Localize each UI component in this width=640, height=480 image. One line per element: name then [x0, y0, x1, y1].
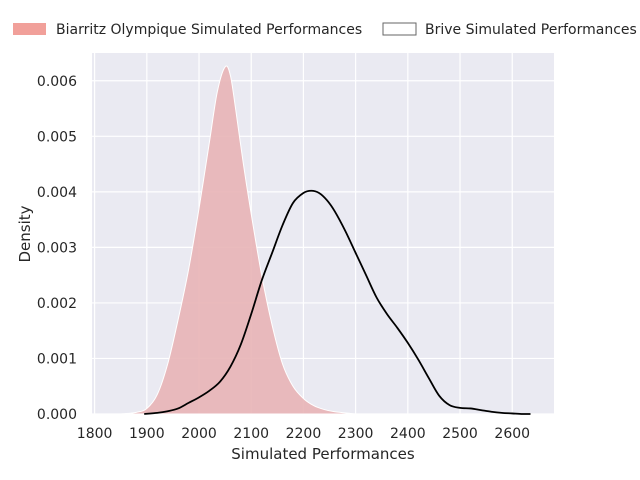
y-tick-label: 0.006: [37, 74, 77, 90]
legend-label-series-1: Biarritz Olympique Simulated Performance…: [56, 22, 362, 38]
series-layer: [120, 65, 531, 415]
x-axis-label: Simulated Performances: [231, 445, 415, 463]
y-tick-label: 0.003: [37, 240, 77, 256]
y-tick-label: 0.002: [37, 296, 77, 312]
y-tick-label: 0.005: [37, 129, 77, 145]
x-tick-label: 2100: [233, 426, 269, 442]
y-tick-label: 0.004: [37, 185, 77, 201]
y-tick-label: 0.001: [37, 351, 77, 367]
legend-swatch-series-2: [382, 22, 417, 36]
legend-swatch-series-1: [13, 23, 46, 35]
series-area-1: [120, 65, 356, 415]
plot-background: [92, 53, 554, 414]
tick-labels: 1800 1900 2000 2100 2200 2300 2400 2500 2600 0.00…: [37, 74, 530, 442]
x-tick-label: 1800: [77, 426, 113, 442]
x-tick-label: 2000: [181, 426, 217, 442]
x-tick-label: 1900: [129, 426, 165, 442]
legend: Biarritz Olympique Simulated Performance…: [13, 22, 637, 38]
x-tick-label: 2600: [494, 426, 530, 442]
x-tick-label: 2500: [442, 426, 478, 442]
y-tick-label: 0.000: [37, 407, 77, 423]
x-tick-label: 2200: [286, 426, 322, 442]
legend-label-series-2: Brive Simulated Performances: [425, 22, 637, 38]
y-axis-label: Density: [16, 205, 34, 262]
series-line-2: [144, 189, 531, 415]
x-tick-label: 2400: [390, 426, 426, 442]
x-tick-label: 2300: [338, 426, 374, 442]
